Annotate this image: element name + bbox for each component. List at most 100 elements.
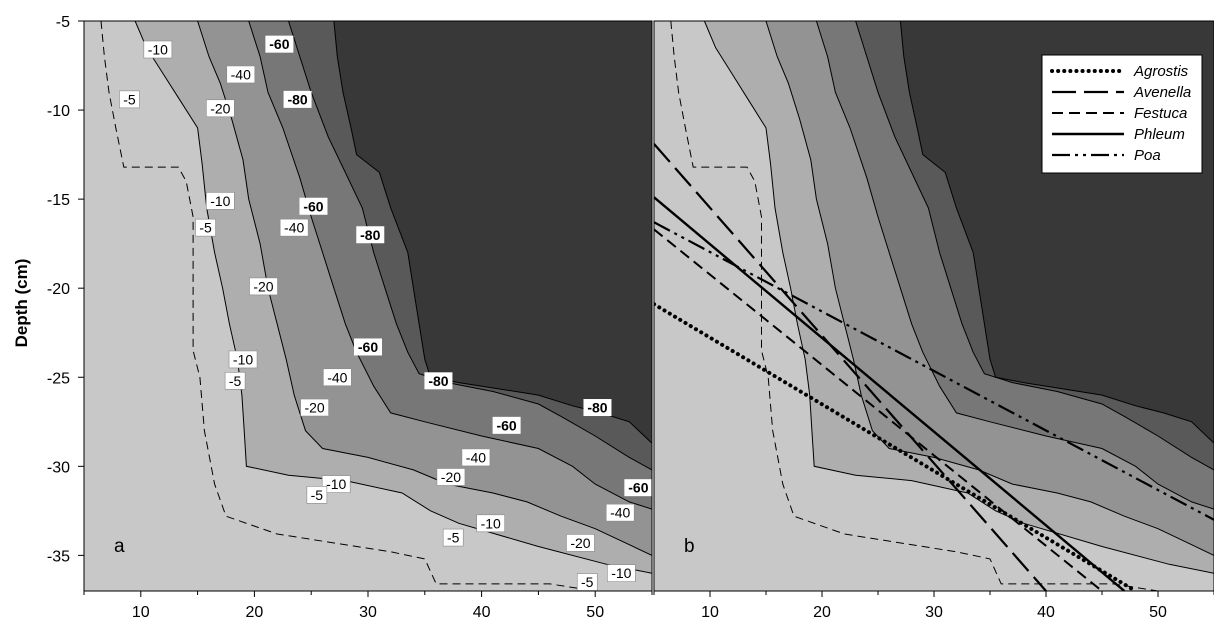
x-tick-label: 10 (701, 604, 719, 621)
contour-label-box (356, 226, 385, 244)
contour-line-c80 (899, 21, 1214, 444)
legend-label-poa: Poa (1134, 147, 1161, 164)
contour-label: -80 (287, 91, 307, 107)
y-tick-label: -20 (47, 281, 70, 298)
contour-label: -20 (253, 278, 273, 294)
legend-label-festuca: Festuca (1134, 105, 1187, 122)
contour-label: -60 (303, 198, 323, 214)
x-tick-label: 40 (473, 604, 491, 621)
contour-label: -10 (210, 193, 230, 209)
contour-label-box (299, 197, 328, 215)
contour-label: -60 (628, 480, 648, 496)
contour-line-c20 (765, 21, 1214, 556)
contour-label-box (583, 399, 612, 417)
contour-label-box (354, 338, 382, 356)
x-tick-label: 10 (132, 604, 150, 621)
x-tick-label: 20 (813, 604, 831, 621)
contour-label: -80 (360, 227, 380, 243)
panel-label-b: b (684, 536, 695, 557)
contour-label-box (279, 218, 309, 237)
legend-label-phleum: Phleum (1134, 126, 1185, 143)
contour-label: -10 (233, 351, 253, 367)
contour-label-box (226, 65, 256, 84)
contour-label: -40 (284, 220, 304, 236)
contour-label: -20 (570, 535, 590, 551)
contour-label-box (476, 514, 505, 533)
legend: Agrostis Avenella Festuca Phleum Poa (1041, 54, 1203, 174)
contour-label-box (323, 368, 352, 387)
contour-label-box (424, 372, 453, 390)
contour-label: -5 (123, 91, 136, 107)
x-tick-label: 50 (586, 604, 604, 621)
contour-label-box (283, 90, 312, 108)
contour-label: -10 (148, 42, 168, 58)
contour-label-box (206, 192, 235, 210)
contour-label-box (119, 90, 140, 109)
contour-label: -20 (304, 400, 324, 416)
contour-label: -60 (269, 36, 289, 52)
y-axis-label: Depth (cm) (12, 259, 31, 348)
contour-label: -60 (496, 417, 516, 433)
contour-band-c80 (333, 21, 652, 591)
contour-line-c5 (100, 21, 596, 591)
contour-label: -5 (199, 220, 212, 236)
x-tick-label: 50 (1149, 604, 1167, 621)
contour-label: -40 (610, 505, 630, 521)
contour-label: -10 (481, 515, 501, 531)
contour-label: -10 (326, 476, 346, 492)
legend-label-avenella: Avenella (1133, 84, 1191, 101)
contour-label-box (265, 35, 294, 53)
contour-label-box (306, 486, 328, 504)
contour-label: -40 (466, 449, 486, 465)
contour-line-c60 (855, 21, 1214, 471)
contour-label-box (300, 398, 329, 417)
y-tick-label: -30 (47, 459, 70, 476)
panel-a: -10 -60 -40 -5 -80 -20 -10 -60 -5 -40 -80 -20 -60 -10… (84, 21, 652, 591)
y-tick-label: -35 (47, 548, 70, 565)
contour-label-box (195, 218, 216, 237)
series-line-festuca (654, 228, 1103, 591)
contour-label-box (228, 350, 258, 369)
contour-label: -20 (441, 469, 461, 485)
contour-label: -5 (581, 574, 594, 590)
y-tick-label: -25 (47, 370, 70, 387)
contour-label-box (436, 468, 466, 486)
contour-line-c80 (333, 21, 652, 444)
contour-label-box (249, 277, 278, 296)
contour-label-box (605, 503, 635, 522)
contour-label-box (461, 448, 491, 467)
contour-line-c40 (815, 21, 1214, 510)
contour-label: -80 (428, 373, 448, 389)
contour-label-box (321, 475, 351, 493)
series-line-avenella (654, 143, 1047, 591)
contour-label-box (624, 479, 652, 497)
contour-label-box (492, 416, 521, 434)
contour-label: -20 (210, 100, 230, 116)
contour-label: -40 (327, 369, 347, 385)
x-tick-label: 40 (1037, 604, 1055, 621)
contour-label: -5 (311, 487, 324, 503)
y-tick-label: -5 (56, 14, 70, 31)
contour-label-box (143, 40, 173, 59)
contour-label: -5 (447, 530, 460, 546)
chart-root: -10 -60 -40 -5 -80 -20 -10 -60 -5 -40 -80 -20 -60 -10… (47, 14, 1214, 621)
contour-line-c5 (670, 21, 1159, 591)
contour-label: -10 (611, 565, 631, 581)
contour-line-c60 (288, 21, 652, 471)
contour-label: -80 (587, 400, 607, 416)
panel-label-a: a (114, 536, 125, 557)
series-line-agrostis (654, 302, 1138, 591)
contour-label-box (442, 528, 464, 547)
contour-label-box (206, 99, 235, 118)
x-tick-label: 30 (359, 604, 377, 621)
contour-label: -40 (231, 66, 251, 82)
x-tick-label: 30 (925, 604, 943, 621)
y-tick-label: -10 (47, 103, 70, 120)
x-tick-label: 20 (246, 604, 264, 621)
legend-label-agrostis: Agrostis (1133, 63, 1189, 80)
series-line-poa (654, 221, 1214, 521)
contour-line-c20 (197, 21, 652, 556)
contour-label-box (607, 564, 636, 582)
contour-label-box (224, 372, 246, 390)
